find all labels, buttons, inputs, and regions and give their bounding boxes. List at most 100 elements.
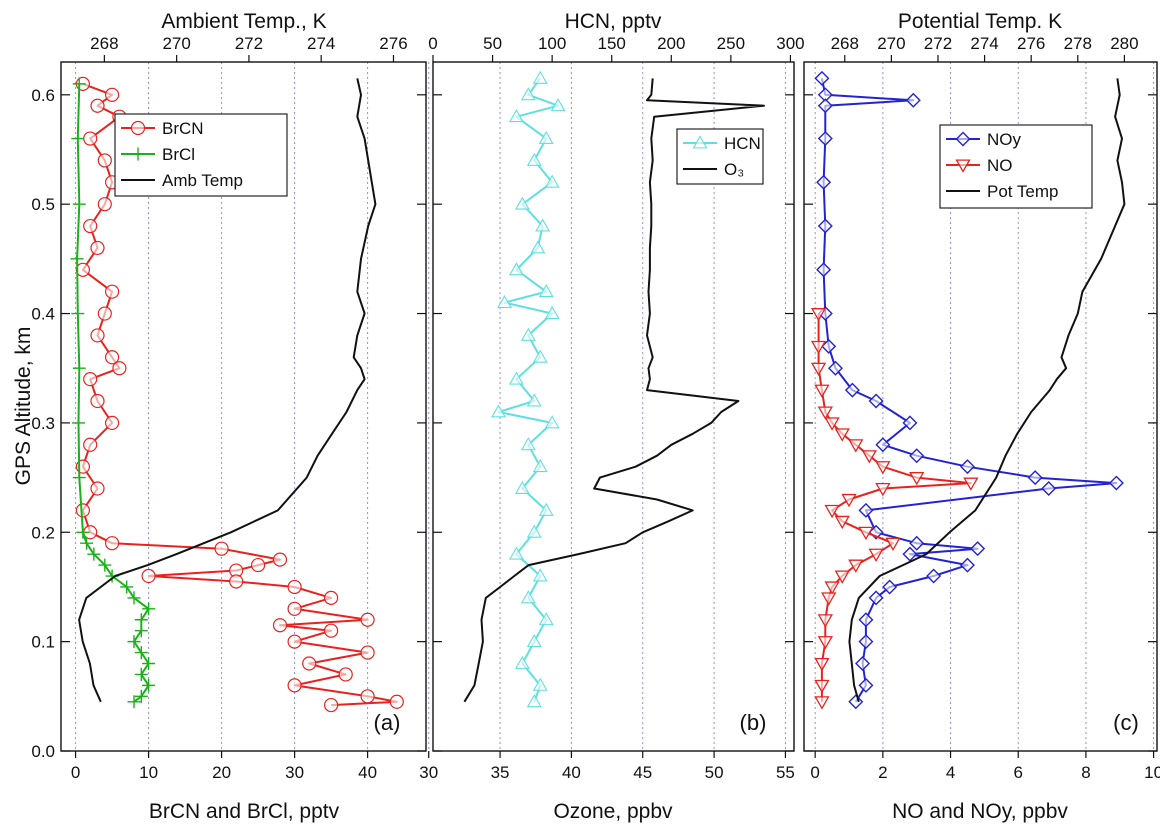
data-point [514, 480, 530, 494]
x-bottom-tick-label: 8 [1081, 763, 1090, 782]
data-point [814, 384, 830, 398]
data-point [514, 655, 530, 669]
x-bottom-tick-label: 20 [212, 763, 231, 782]
data-point [538, 130, 554, 144]
data-point [514, 196, 530, 210]
data-point [970, 541, 986, 557]
plot-frame [432, 61, 795, 752]
data-point [71, 132, 85, 146]
x-top-tick-label: 250 [717, 34, 745, 53]
data-point [520, 327, 536, 341]
data-point [90, 98, 105, 113]
data-point [909, 448, 925, 464]
data-point [104, 87, 120, 102]
data-point [909, 535, 925, 551]
data-point [287, 579, 302, 595]
data-point [127, 591, 141, 605]
x-bottom-tick-label: 50 [705, 763, 724, 782]
legend-marker [692, 135, 708, 149]
data-point [214, 541, 229, 556]
data-point [508, 262, 524, 276]
series-line [463, 78, 765, 703]
data-point [816, 262, 832, 278]
x-top-tick-label: 280 [1110, 34, 1138, 53]
data-point [520, 437, 536, 451]
data-point [814, 696, 830, 710]
data-point [71, 307, 85, 321]
y-tick-label: 0.4 [31, 305, 55, 324]
legend-label: NO [987, 156, 1013, 175]
legend-label: HCN [724, 134, 761, 153]
legend-label: BrCN [162, 119, 204, 138]
x-bottom-tick-label: 55 [776, 763, 795, 782]
data-point [287, 634, 302, 649]
top-axis-label: HCN, pptv [565, 10, 662, 33]
data-point [98, 558, 112, 572]
data-point [868, 590, 884, 606]
data-point [902, 546, 918, 562]
data-point [905, 92, 921, 108]
data-point [127, 635, 141, 649]
data-point [70, 252, 84, 266]
data-point [72, 197, 86, 211]
data-point [834, 570, 850, 584]
data-point [97, 197, 112, 212]
data-point [817, 98, 833, 114]
data-point [120, 580, 134, 594]
data-point [90, 393, 105, 409]
x-top-tick-label: 268 [831, 34, 859, 53]
data-point [287, 601, 302, 616]
legend-marker [130, 120, 146, 136]
data-point [508, 371, 524, 385]
bottom-axis-label: BrCN and BrCl, pptv [149, 800, 340, 823]
data-point [360, 612, 375, 627]
data-point [324, 590, 339, 605]
data-point [959, 459, 975, 475]
data-point [83, 437, 98, 452]
panel-c: Potential Temp. K NO and NOy, ppbv (c) 0… [803, 10, 1160, 823]
data-point [834, 515, 850, 530]
data-point [875, 437, 891, 453]
data-point [104, 284, 120, 299]
data-point [80, 536, 94, 550]
data-point [83, 131, 98, 146]
legend-label: BrCl [162, 145, 195, 164]
series-pot-temp [848, 78, 1126, 703]
data-point [491, 404, 506, 418]
data-point [72, 361, 86, 375]
data-point [526, 634, 542, 648]
data-point [875, 461, 891, 475]
data-point [104, 415, 120, 431]
x-top-tick-label: 50 [483, 34, 502, 53]
series-line [848, 78, 1126, 703]
data-point [97, 306, 112, 321]
data-point [287, 678, 302, 693]
data-point [526, 694, 542, 708]
series-noy [814, 70, 1124, 710]
data-point [75, 262, 91, 277]
data-point [817, 614, 833, 628]
x-bottom-tick-label: 0 [810, 763, 819, 782]
x-top-tick-label: 274 [970, 34, 998, 53]
data-point [141, 568, 156, 584]
legend: BrCN BrCl Amb Temp [114, 113, 288, 197]
data-point [324, 697, 339, 713]
legend: HCN O₃ [676, 128, 764, 185]
data-point [535, 218, 551, 232]
data-point [909, 472, 925, 486]
data-point [104, 350, 120, 365]
data-point [83, 218, 98, 234]
x-bottom-tick-label: 30 [285, 763, 304, 782]
legend-box [676, 128, 764, 185]
data-point [902, 415, 918, 431]
data-point [90, 240, 105, 256]
x-top-tick-label: 270 [162, 34, 190, 53]
plot-frame [60, 61, 427, 752]
data-point [338, 667, 353, 682]
x-top-tick-label: 300 [776, 34, 804, 53]
x-bottom-tick-label: 40 [358, 763, 377, 782]
data-point [824, 417, 840, 431]
data-point [875, 482, 891, 497]
data-point [926, 568, 942, 584]
